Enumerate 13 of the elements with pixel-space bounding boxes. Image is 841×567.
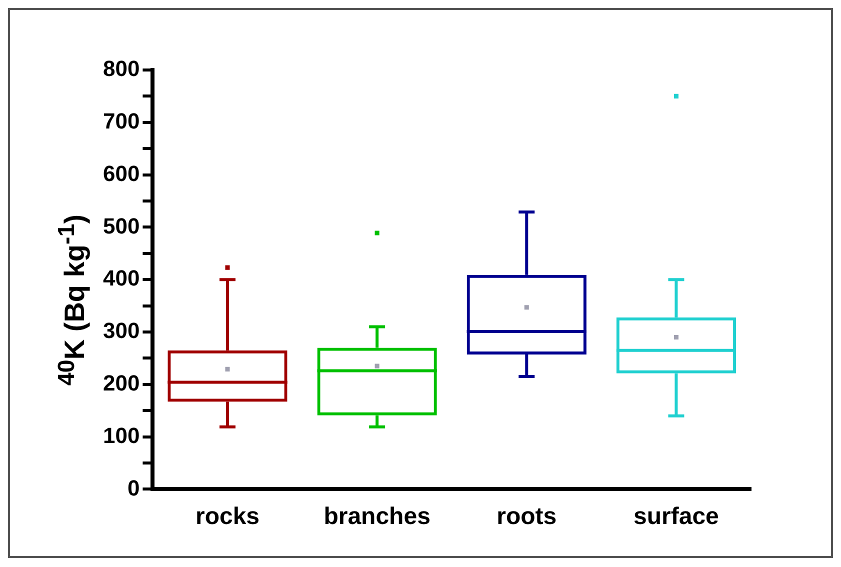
y-tick-label: 500: [102, 213, 140, 238]
y-tick-label: 100: [102, 422, 140, 448]
x-tick-label: surface: [634, 503, 719, 530]
x-tick-label: branches: [324, 503, 430, 530]
y-tick-label: 400: [102, 266, 140, 291]
y-tick-label: 0: [127, 475, 140, 500]
y-tick-label: 700: [102, 108, 140, 134]
y-tick-label: 300: [102, 318, 140, 344]
y-tick-label: 200: [102, 370, 140, 396]
x-tick-label: rocks: [195, 503, 260, 530]
y-tick-label: 800: [102, 56, 140, 82]
y-tick-label: 600: [102, 160, 140, 186]
x-tick-label: roots: [496, 503, 557, 530]
